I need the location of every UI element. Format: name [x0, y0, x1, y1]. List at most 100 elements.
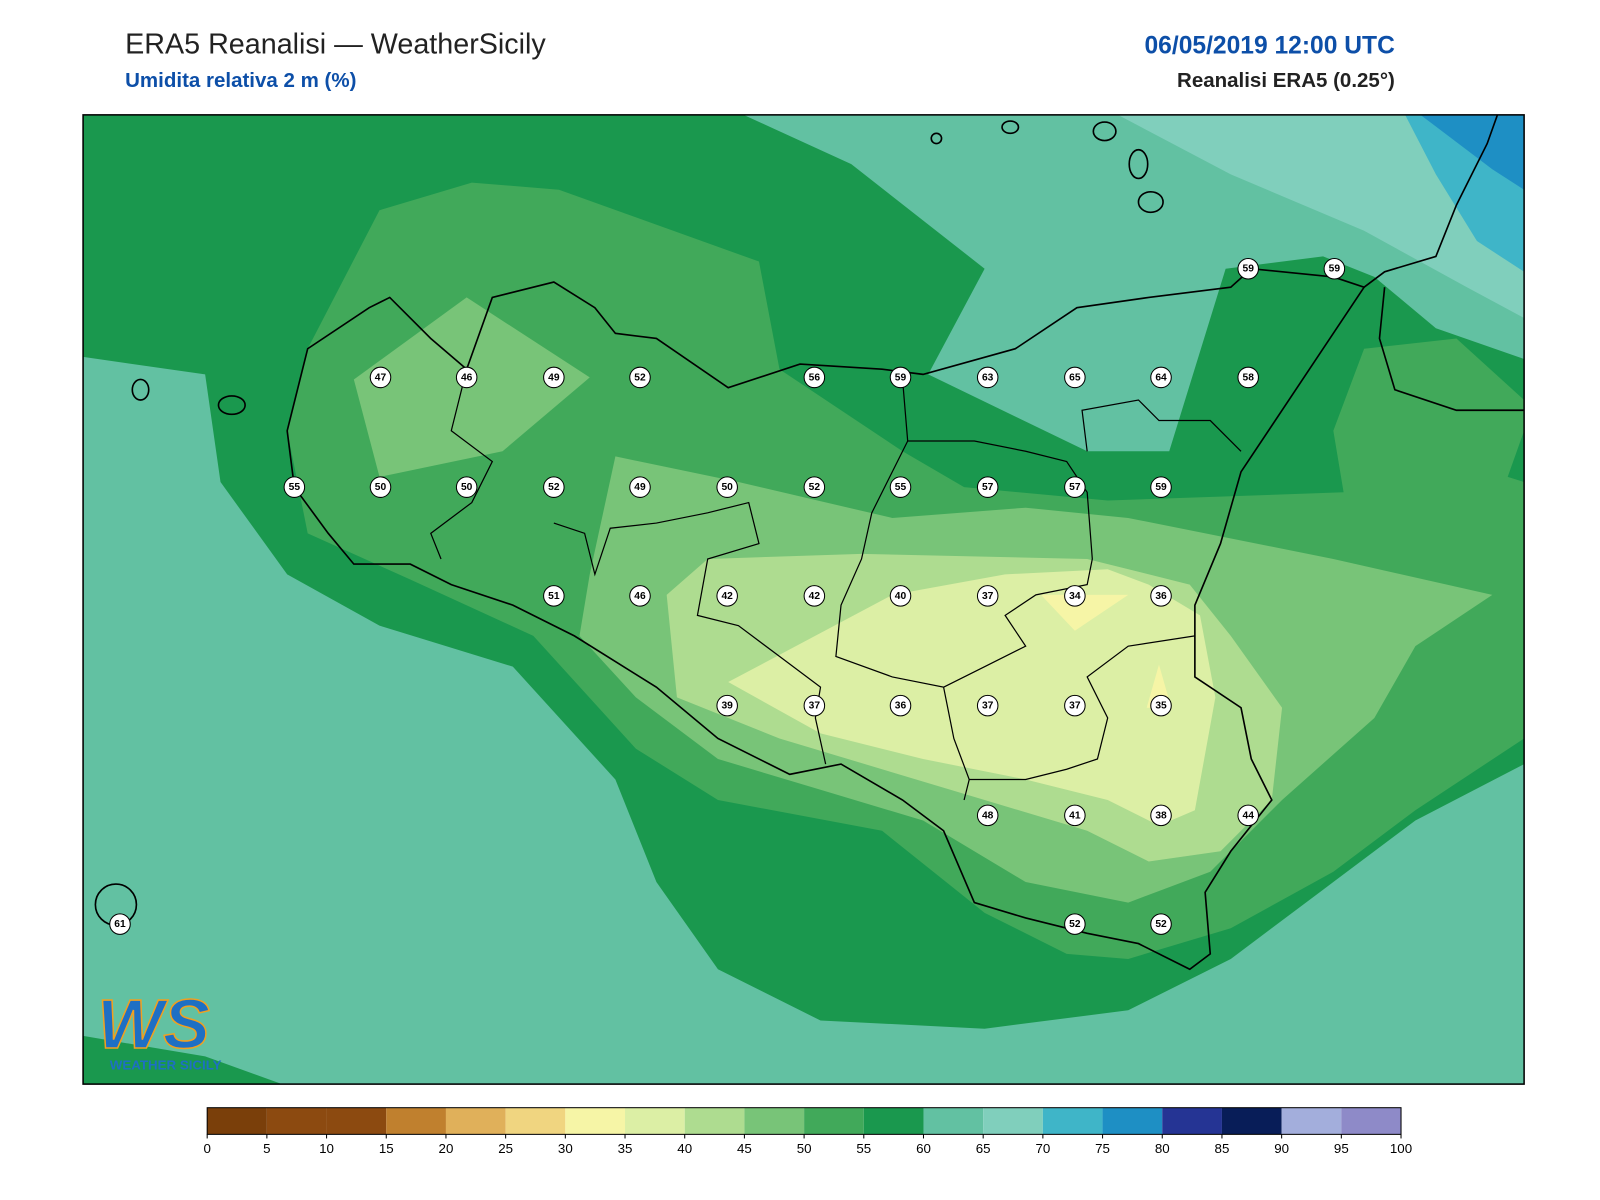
station: 44	[1237, 804, 1259, 827]
station: 47	[369, 366, 392, 389]
colorbar-tick-label: 55	[856, 1141, 871, 1156]
station-marker	[1150, 804, 1172, 827]
coastline	[94, 114, 1525, 971]
station: 49	[629, 476, 651, 498]
station-marker	[1237, 366, 1259, 389]
station-value: 34	[1069, 591, 1081, 602]
colorbar-tick-label: 85	[1215, 1141, 1230, 1156]
station-marker	[803, 694, 826, 717]
station-value: 40	[895, 591, 907, 602]
station-value: 59	[895, 372, 907, 383]
station-value: 52	[1155, 919, 1167, 930]
station-marker	[976, 804, 999, 827]
station: 37	[803, 694, 826, 717]
colorbar-segment	[445, 1107, 506, 1135]
station-marker	[976, 366, 999, 389]
station-value: 57	[1069, 482, 1081, 493]
colorbar-tick-label: 35	[618, 1141, 633, 1156]
station: 38	[1150, 804, 1172, 827]
colorbar-segment	[804, 1107, 864, 1135]
station-marker	[716, 476, 738, 498]
station-marker	[716, 585, 738, 607]
station-value: 36	[1155, 591, 1167, 602]
colorbar-tick-label: 100	[1390, 1141, 1412, 1156]
station-value: 55	[895, 482, 907, 493]
station-marker	[803, 476, 826, 498]
station: 57	[976, 476, 999, 498]
station-value: 51	[548, 591, 560, 602]
station-value: 39	[721, 701, 733, 712]
station-value: 50	[461, 482, 473, 493]
station-marker	[889, 585, 912, 607]
station-value: 59	[1155, 482, 1167, 493]
station-marker	[455, 476, 478, 498]
colorbar-tick-label: 95	[1334, 1141, 1349, 1156]
station: 41	[1064, 804, 1086, 827]
colorbar-tick-label: 5	[263, 1141, 270, 1156]
station: 63	[976, 366, 999, 389]
colorbar-segment	[565, 1107, 626, 1135]
station: 52	[1150, 913, 1172, 935]
colorbar-segment	[1042, 1107, 1103, 1135]
colorbar-segment	[1162, 1107, 1222, 1135]
station-marker	[543, 476, 565, 498]
station: 35	[1150, 694, 1172, 717]
colorbar-segment	[1221, 1107, 1282, 1135]
station: 37	[1064, 694, 1086, 717]
colorbar-tick-label: 25	[498, 1141, 513, 1156]
datetime: 06/05/2019 12:00 UTC	[1144, 32, 1395, 59]
station-value: 42	[721, 591, 733, 602]
colorbar-segment	[1281, 1107, 1342, 1135]
station-marker	[629, 585, 651, 607]
map-frame	[82, 114, 1525, 1085]
station-value: 64	[1155, 372, 1167, 383]
colorbar-segment	[207, 1107, 267, 1135]
station: 50	[369, 476, 392, 498]
station-marker	[1323, 257, 1346, 280]
station: 49	[543, 366, 565, 389]
station-value: 46	[461, 372, 473, 383]
station: 42	[716, 585, 738, 607]
station-value: 44	[1243, 810, 1255, 821]
colorbar-segment	[923, 1107, 984, 1135]
station-marker	[1064, 804, 1086, 827]
colorbar-segment	[1341, 1107, 1402, 1135]
station-value: 52	[1069, 919, 1081, 930]
station-marker	[889, 694, 912, 717]
station-value: 36	[895, 701, 907, 712]
station: 52	[1064, 913, 1086, 935]
station: 59	[1150, 476, 1172, 498]
colorbar-tick-label: 65	[976, 1141, 991, 1156]
colorbar-tick-label: 70	[1035, 1141, 1050, 1156]
station-marker	[803, 585, 826, 607]
station-value: 61	[114, 919, 126, 930]
station: 61	[109, 913, 131, 935]
station: 59	[1323, 257, 1346, 280]
station-value: 48	[982, 810, 994, 821]
colorbar-tick-label: 10	[319, 1141, 334, 1156]
station: 36	[889, 694, 912, 717]
station-value: 56	[809, 372, 821, 383]
station: 37	[976, 585, 999, 607]
station-marker	[543, 366, 565, 389]
station-marker	[1150, 476, 1172, 498]
station-marker	[1237, 804, 1259, 827]
station-marker	[1064, 366, 1086, 389]
station-value: 37	[982, 591, 994, 602]
station-marker	[1150, 366, 1172, 389]
station: 64	[1150, 366, 1172, 389]
logo: WS WEATHER SICILY	[97, 984, 222, 1072]
station-value: 37	[982, 701, 994, 712]
station-values: 59 59 47 46 49 52 56 59 63 65 64 58 55 50 50 52 49 50 52 55…	[109, 257, 1346, 935]
colorbar: 0 5 10 15 20 25 30 35 40 45 50 55 60 65 70 75 80 85 90 95 10…	[203, 1107, 1412, 1156]
station-marker	[803, 366, 826, 389]
station-value: 42	[809, 591, 821, 602]
colorbar-segment	[625, 1107, 685, 1135]
title: ERA5 Reanalisi — WeatherSicily	[125, 28, 546, 60]
station-marker	[976, 585, 999, 607]
station: 52	[803, 476, 826, 498]
station-value: 38	[1155, 810, 1167, 821]
colorbar-tick-label: 0	[203, 1141, 210, 1156]
station-marker	[629, 366, 651, 389]
